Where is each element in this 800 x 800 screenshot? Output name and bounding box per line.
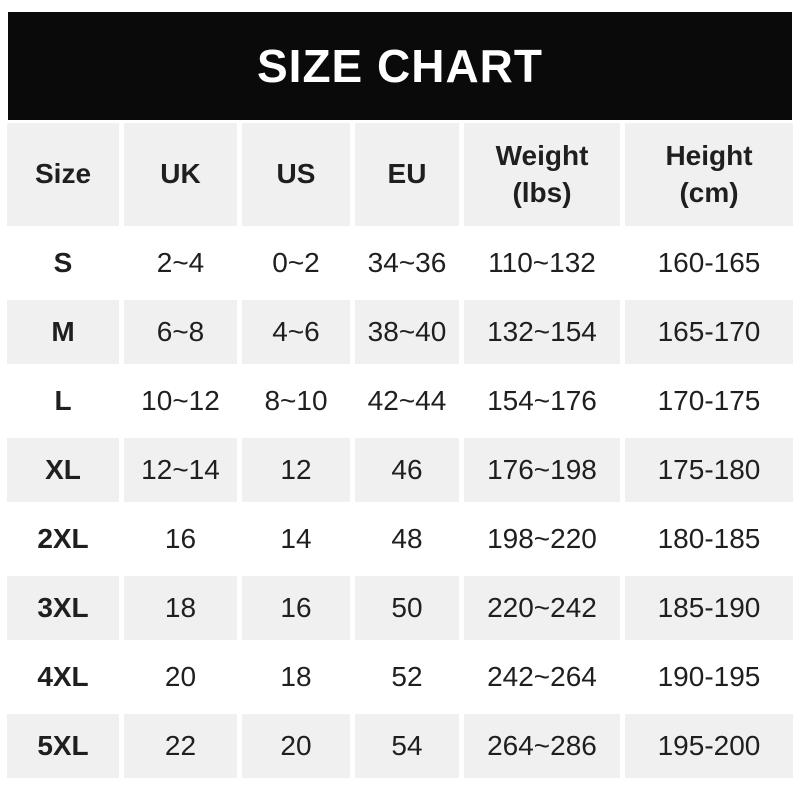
- value-cell-weight-lbs: 154~176: [464, 369, 620, 433]
- value-cell-us: 18: [242, 645, 350, 709]
- value-cell-us: 12: [242, 438, 350, 502]
- value-cell-height-cm: 190-195: [625, 645, 793, 709]
- value-cell-weight-lbs: 264~286: [464, 714, 620, 778]
- value-cell-uk: 22: [124, 714, 237, 778]
- value-cell-uk: 12~14: [124, 438, 237, 502]
- value-cell-weight-lbs: 132~154: [464, 300, 620, 364]
- value-cell-uk: 6~8: [124, 300, 237, 364]
- table-header-row: Size UK US EU Weight (lbs) Height (cm): [7, 123, 793, 226]
- size-label-cell: 5XL: [7, 714, 119, 778]
- value-cell-height-cm: 160-165: [625, 231, 793, 295]
- value-cell-uk: 10~12: [124, 369, 237, 433]
- value-cell-uk: 16: [124, 507, 237, 571]
- column-header-weight-lbs: Weight (lbs): [464, 123, 620, 226]
- value-cell-us: 16: [242, 576, 350, 640]
- value-cell-uk: 18: [124, 576, 237, 640]
- value-cell-us: 0~2: [242, 231, 350, 295]
- table-row-4xl: 4XL 20 18 52 242~264 190-195: [7, 645, 793, 709]
- value-cell-uk: 20: [124, 645, 237, 709]
- value-cell-eu: 38~40: [355, 300, 459, 364]
- value-cell-weight-lbs: 110~132: [464, 231, 620, 295]
- table-row-2xl: 2XL 16 14 48 198~220 180-185: [7, 507, 793, 571]
- value-cell-eu: 34~36: [355, 231, 459, 295]
- value-cell-eu: 50: [355, 576, 459, 640]
- value-cell-height-cm: 185-190: [625, 576, 793, 640]
- value-cell-us: 4~6: [242, 300, 350, 364]
- value-cell-height-cm: 195-200: [625, 714, 793, 778]
- value-cell-eu: 46: [355, 438, 459, 502]
- value-cell-us: 20: [242, 714, 350, 778]
- size-chart-page: SIZE CHART Size UK US EU Weight (lbs) Height (c…: [0, 12, 800, 800]
- size-label-cell: L: [7, 369, 119, 433]
- table-body: S 2~4 0~2 34~36 110~132 160-165 M 6~8 4~6 38~40 13…: [7, 231, 793, 778]
- value-cell-weight-lbs: 198~220: [464, 507, 620, 571]
- value-cell-weight-lbs: 242~264: [464, 645, 620, 709]
- size-table: Size UK US EU Weight (lbs) Height (cm) S 2~4 0~2 3…: [2, 118, 798, 783]
- size-label-cell: 2XL: [7, 507, 119, 571]
- value-cell-us: 14: [242, 507, 350, 571]
- value-cell-eu: 54: [355, 714, 459, 778]
- title-banner: SIZE CHART: [8, 12, 792, 120]
- table-row-5xl: 5XL 22 20 54 264~286 195-200: [7, 714, 793, 778]
- size-label-cell: XL: [7, 438, 119, 502]
- page-title: SIZE CHART: [257, 40, 543, 92]
- value-cell-height-cm: 180-185: [625, 507, 793, 571]
- table-row-3xl: 3XL 18 16 50 220~242 185-190: [7, 576, 793, 640]
- value-cell-height-cm: 165-170: [625, 300, 793, 364]
- value-cell-height-cm: 175-180: [625, 438, 793, 502]
- value-cell-us: 8~10: [242, 369, 350, 433]
- table-row-xl: XL 12~14 12 46 176~198 175-180: [7, 438, 793, 502]
- value-cell-uk: 2~4: [124, 231, 237, 295]
- value-cell-eu: 42~44: [355, 369, 459, 433]
- table-row-l: L 10~12 8~10 42~44 154~176 170-175: [7, 369, 793, 433]
- column-header-eu: EU: [355, 123, 459, 226]
- value-cell-weight-lbs: 176~198: [464, 438, 620, 502]
- column-header-uk: UK: [124, 123, 237, 226]
- value-cell-eu: 52: [355, 645, 459, 709]
- value-cell-weight-lbs: 220~242: [464, 576, 620, 640]
- table-row-s: S 2~4 0~2 34~36 110~132 160-165: [7, 231, 793, 295]
- size-label-cell: 4XL: [7, 645, 119, 709]
- size-label-cell: S: [7, 231, 119, 295]
- size-label-cell: 3XL: [7, 576, 119, 640]
- column-header-height-cm: Height (cm): [625, 123, 793, 226]
- column-header-us: US: [242, 123, 350, 226]
- table-row-m: M 6~8 4~6 38~40 132~154 165-170: [7, 300, 793, 364]
- value-cell-height-cm: 170-175: [625, 369, 793, 433]
- value-cell-eu: 48: [355, 507, 459, 571]
- column-header-size: Size: [7, 123, 119, 226]
- size-label-cell: M: [7, 300, 119, 364]
